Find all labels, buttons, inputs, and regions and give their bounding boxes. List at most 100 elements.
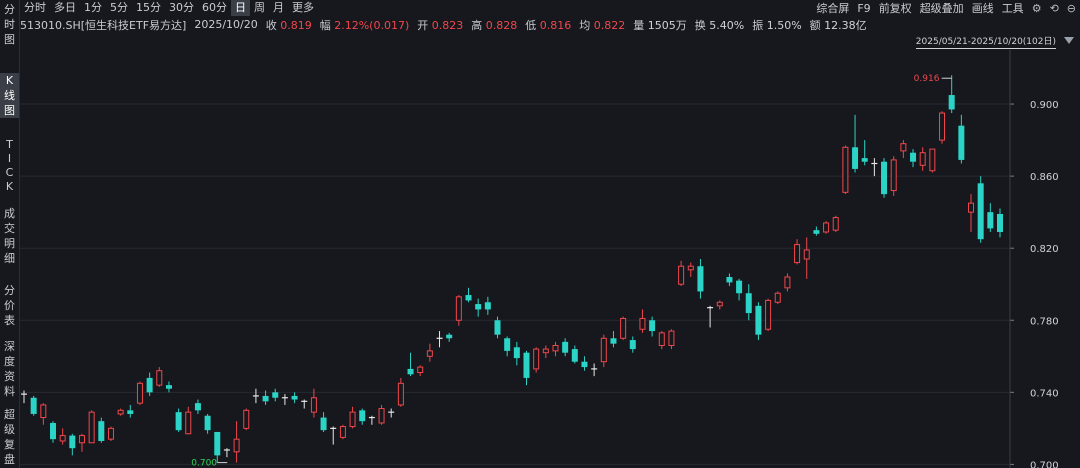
- candle-body: [175, 412, 182, 431]
- candle-body: [98, 421, 105, 441]
- candle-body: [455, 296, 462, 321]
- period-tab-2[interactable]: 1分: [84, 1, 102, 14]
- period-tab-9[interactable]: 月: [273, 1, 284, 14]
- minus-circle-icon[interactable]: ⊖: [1066, 1, 1076, 15]
- period-tab-10[interactable]: 更多: [292, 1, 314, 14]
- side-tab-kline-char: 图: [4, 104, 15, 117]
- candle-body: [968, 202, 975, 213]
- period-tab-8[interactable]: 周: [254, 1, 265, 14]
- period-tab-1[interactable]: 多日: [54, 1, 76, 14]
- side-tab-depth-info-char: 度: [4, 355, 15, 368]
- candle-body: [842, 146, 849, 193]
- side-tab-timeshare-char: 图: [4, 33, 15, 46]
- candle-body: [977, 183, 984, 240]
- candle-body: [204, 415, 211, 431]
- quote-info-bar: 513010.SH[恒生科技ETF易方达] 2025/10/20 收 0.819…: [20, 17, 1080, 32]
- amplitude-value: 1.50%: [766, 18, 802, 32]
- candle-body: [629, 340, 636, 350]
- period-tab-7[interactable]: 日: [231, 0, 250, 16]
- candle-body: [523, 352, 530, 378]
- candle-body: [339, 426, 346, 438]
- y-tick-label: 0.740: [1030, 388, 1059, 399]
- candle-body: [687, 265, 694, 271]
- quote-date: 2025/10/20: [194, 18, 258, 31]
- candle-body: [581, 361, 588, 368]
- candle-body: [359, 410, 366, 422]
- side-tab-timeshare[interactable]: 分时图: [0, 2, 19, 47]
- candle-body: [939, 112, 946, 141]
- side-tab-price-table[interactable]: 分价表: [0, 283, 19, 328]
- candle-body: [49, 422, 56, 440]
- candle-body: [407, 368, 414, 375]
- candle-body: [600, 337, 607, 363]
- candle-body: [107, 427, 114, 440]
- date-range-label: 2025/05/21-2025/10/20(102日): [915, 37, 1056, 49]
- super-overlay-button[interactable]: 超级叠加: [919, 2, 964, 15]
- cycle-icon[interactable]: ⟲: [1049, 1, 1059, 15]
- period-tab-4[interactable]: 15分: [136, 1, 161, 14]
- candle-body: [417, 366, 424, 374]
- y-tick-label: 0.900: [1030, 100, 1059, 111]
- candle-body: [716, 301, 723, 307]
- candle-body: [620, 317, 627, 339]
- side-tab-trade-detail-char: 交: [4, 222, 15, 235]
- side-tab-tick-char: T: [6, 138, 13, 151]
- period-tab-0[interactable]: 分时: [24, 1, 46, 14]
- candle-body: [649, 320, 656, 332]
- settings-gear-icon[interactable]: ⚙: [1031, 1, 1042, 15]
- candle-body: [639, 317, 646, 330]
- candle-body: [803, 249, 810, 260]
- candle-body: [755, 305, 762, 335]
- side-tab-trade-detail[interactable]: 成交明细: [0, 206, 19, 266]
- max-price-label: 0.916: [914, 74, 940, 84]
- security-name: 513010.SH[恒生科技ETF易方达]: [20, 18, 187, 32]
- period-toolbar: 分时 多日 1分 5分 15分 30分 60分日周月更多: [20, 0, 1080, 16]
- y-tick-label: 0.860: [1030, 172, 1059, 183]
- y-tick-label: 0.700: [1030, 460, 1059, 468]
- candle-body: [610, 338, 617, 344]
- side-tab-super-review-char: 级: [4, 423, 15, 436]
- candle-body: [88, 411, 95, 444]
- amount-label: 额: [809, 18, 821, 32]
- candle-body: [59, 435, 66, 442]
- candle-body: [397, 382, 404, 406]
- change-value: 2.12%(0.017): [334, 18, 410, 32]
- side-tab-depth-info[interactable]: 深度资料: [0, 339, 19, 399]
- candle-body: [726, 277, 733, 283]
- draw-line-button[interactable]: 画线: [971, 2, 994, 15]
- top-right-toolbar: 综合屏 F9 前复权 超级叠加 画线 工具 ⚙ ⟲ ⊖: [816, 0, 1076, 16]
- side-tab-trade-detail-char: 明: [4, 237, 15, 250]
- candle-body: [929, 148, 936, 172]
- candle-body: [823, 222, 830, 233]
- collapse-triangle-icon[interactable]: [1064, 37, 1074, 44]
- period-tab-3[interactable]: 5分: [110, 1, 128, 14]
- composite-screen-button[interactable]: 综合屏: [816, 2, 850, 15]
- side-tab-kline-char: 线: [4, 89, 15, 102]
- period-tab-6[interactable]: 60分: [202, 1, 227, 14]
- candle-body: [233, 438, 240, 453]
- side-tab-depth-info-char: 料: [4, 385, 15, 398]
- candle-body: [658, 332, 665, 346]
- low-label: 低: [525, 18, 537, 32]
- candle-body: [948, 95, 955, 110]
- candle-body: [571, 349, 578, 362]
- candle-body: [784, 276, 791, 289]
- candle-body: [958, 125, 965, 160]
- tools-button[interactable]: 工具: [1001, 2, 1024, 15]
- candle-body: [136, 382, 143, 404]
- kline-chart[interactable]: 0.900 0.860 0.820 0.780 0.740 0.700 0.916 0.700: [20, 50, 1078, 468]
- close-label: 收: [265, 18, 277, 32]
- adjust-price-button[interactable]: 前复权: [878, 2, 912, 15]
- side-tab-super-review[interactable]: 超级复盘: [0, 407, 19, 467]
- min-price-label: 0.700: [191, 459, 217, 468]
- amount-value: 12.38亿: [824, 18, 867, 32]
- side-tab-price-table-char: 分: [4, 284, 15, 297]
- candle-body: [194, 403, 201, 411]
- candle-body: [765, 299, 772, 330]
- period-tab-5[interactable]: 30分: [169, 1, 194, 14]
- f9-button[interactable]: F9: [857, 1, 871, 15]
- candle-body: [494, 320, 501, 335]
- candle-body: [852, 147, 859, 169]
